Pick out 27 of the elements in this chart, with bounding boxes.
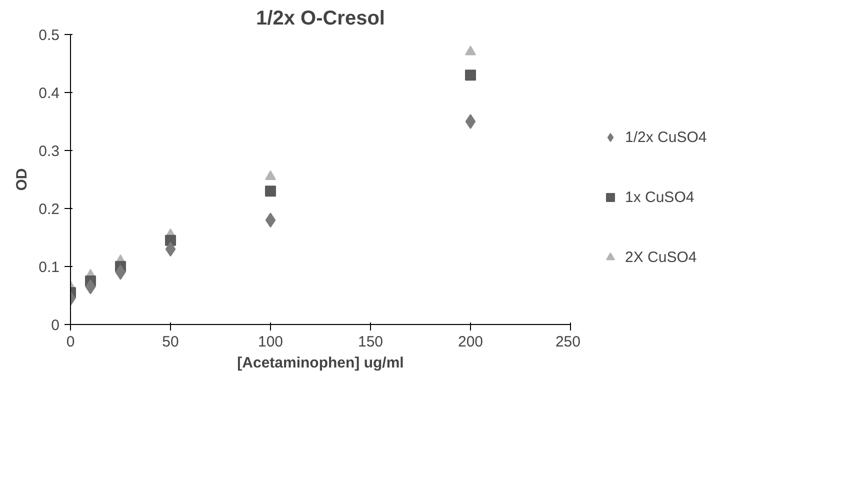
point [115,264,126,280]
legend-label: 1/2x CuSO4 [625,128,707,146]
point [85,279,96,294]
x-tick-label: 200 [458,334,484,350]
legend-label: 2X CuSO4 [625,248,697,266]
y-tick-label: 0.4 [38,85,60,102]
x-tick-label: 50 [162,334,179,350]
x-tick-label: 100 [258,334,284,350]
y-axis-title: OD [14,168,31,191]
x-tick-label: 0 [66,334,75,350]
y-tick-label: 0 [51,317,60,334]
point [465,114,476,129]
y-tick-label: 0.1 [38,259,60,276]
point [265,212,276,228]
chart-title: 1/2x O-Cresol [256,8,385,30]
x-axis-title: [Acetaminophen] ug/ml [237,354,404,372]
point [465,70,476,81]
point [165,242,176,257]
y-tick-label: 0.3 [38,143,60,160]
point [465,46,476,56]
point [265,186,276,197]
x-tick-label: 250 [555,334,581,350]
point [265,170,276,180]
legend-label: 1x CuSO4 [625,188,694,206]
y-tick-label: 0.5 [38,27,60,44]
y-tick-label: 0.2 [38,201,60,218]
x-tick-label: 150 [358,334,384,350]
